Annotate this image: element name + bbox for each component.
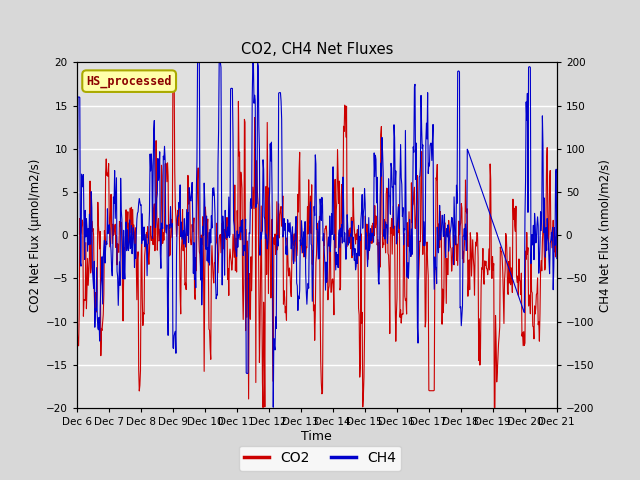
- Title: CO2, CH4 Net Fluxes: CO2, CH4 Net Fluxes: [241, 42, 393, 57]
- X-axis label: Time: Time: [301, 430, 332, 443]
- Legend: CO2, CH4: CO2, CH4: [239, 445, 401, 471]
- Y-axis label: CH4 Net Flux (nmol/m2/s): CH4 Net Flux (nmol/m2/s): [598, 159, 611, 312]
- Text: HS_processed: HS_processed: [86, 74, 172, 88]
- Y-axis label: CO2 Net Flux (μmol/m2/s): CO2 Net Flux (μmol/m2/s): [29, 158, 42, 312]
